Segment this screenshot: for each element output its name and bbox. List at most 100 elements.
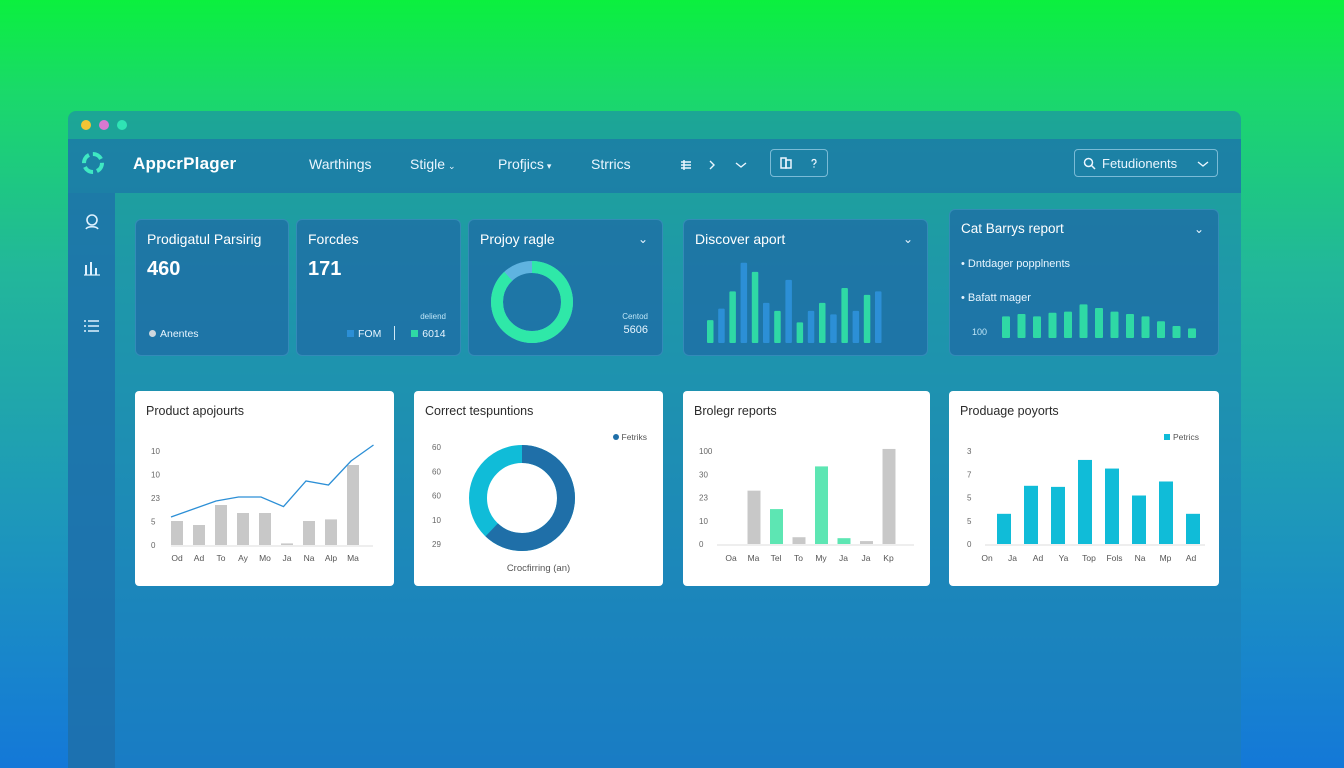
x-tick-label: Ja — [283, 553, 292, 563]
chart-card-produage[interactable]: Produage poyorts Petrics 3 7 5 5 0 On Ja Ad Ya To… — [949, 391, 1219, 586]
produage-bar-chart: 3 7 5 5 0 On Ja Ad Ya Top Fols Na Mp Ad — [967, 447, 1205, 563]
app-window: AppcrPlager Warthings Stigle ⌄ Profjics ▾ … — [68, 111, 1241, 768]
close-dot[interactable] — [117, 120, 127, 130]
report-toolbox[interactable] — [770, 149, 828, 177]
barrys-bar — [1048, 312, 1057, 338]
chevron-down-icon: ▾ — [546, 161, 552, 171]
chart-legend: Fetriks — [612, 432, 647, 442]
discover-bar — [729, 291, 736, 343]
x-tick-label: Ma — [748, 553, 760, 563]
legend-swatch — [411, 330, 419, 337]
kpi-value: 460 — [147, 258, 181, 280]
y-tick-label: 3 — [967, 447, 972, 456]
search-input[interactable]: Fetudionents — [1102, 156, 1178, 171]
chart-bar — [1186, 513, 1200, 544]
app-title: AppcrPlager — [133, 154, 237, 173]
view-controls — [679, 151, 747, 179]
x-tick-label: Na — [304, 553, 315, 563]
chevron-right-icon[interactable] — [707, 160, 717, 170]
zoom-dot[interactable] — [99, 120, 109, 130]
help-icon[interactable] — [809, 158, 819, 168]
chart-bar — [1105, 468, 1119, 544]
discover-bar — [796, 322, 804, 343]
app-logo-icon — [82, 152, 104, 174]
chart-bar — [347, 465, 359, 545]
chart-bar — [997, 513, 1011, 544]
chart-card-correct[interactable]: Correct tespuntions Fetriks 60 60 60 10 29 C… — [414, 391, 663, 586]
kpi-card-barrys[interactable]: Cat Barrys report ⌄ • Dntdager popplnent… — [949, 209, 1219, 356]
minimize-dot[interactable] — [81, 120, 91, 130]
nav-item-warthings[interactable]: Warthings — [309, 156, 372, 172]
y-tick-label: 0 — [151, 541, 156, 550]
chart-bar — [1159, 481, 1173, 544]
nav-item-profjics[interactable]: Profjics ▾ — [498, 156, 552, 172]
y-tick-label: 10 — [432, 516, 441, 525]
chevron-down-icon[interactable]: ⌄ — [637, 232, 648, 246]
legend-dot — [149, 330, 156, 337]
y-tick-label: 7 — [967, 470, 972, 479]
chart-card-brolegr[interactable]: Brolegr reports 100 30 23 10 0 Oa Ma Tel To My Ja J… — [683, 391, 930, 586]
bar-chart-icon[interactable] — [82, 259, 102, 279]
y-tick-label: 5 — [967, 494, 972, 503]
list-item: • Dntdager popplnents — [961, 258, 1071, 270]
legend-label: Anentes — [160, 328, 199, 340]
kpi-card-discover[interactable]: Discover aport ⌄ — [683, 219, 928, 356]
chart-bar — [815, 466, 828, 544]
y-tick-label: 23 — [151, 494, 160, 503]
y-tick-label: 10 — [151, 447, 160, 456]
card-title: Forcdes — [308, 231, 359, 247]
chevron-down-icon[interactable] — [735, 160, 747, 170]
chart-card-product[interactable]: Product apojourts 10 10 23 5 0 Od Ad To Ay Mo Ja Na… — [135, 391, 394, 586]
chevron-down-icon[interactable] — [1197, 159, 1209, 169]
discover-bar-chart — [707, 262, 882, 343]
discover-bar — [852, 310, 860, 343]
chart-bar — [882, 448, 896, 544]
list-icon[interactable] — [82, 316, 102, 336]
discover-bar — [841, 287, 848, 343]
axis-label: 100 — [972, 327, 988, 337]
chart-bar — [770, 509, 783, 544]
chart-bar — [1024, 485, 1038, 544]
kpi-card-forcdes[interactable]: Forcdes 171 deliend FOM 6014 — [296, 219, 461, 356]
x-tick-label: To — [794, 553, 803, 563]
kpi-card-parsing[interactable]: Prodigatul Parsirig 460 Anentes — [135, 219, 289, 356]
x-tick-label: Ja — [1008, 553, 1017, 563]
x-tick-label: Ya — [1059, 553, 1069, 563]
report-icon[interactable] — [779, 156, 793, 170]
discover-bar — [785, 279, 792, 343]
x-tick-label: Kp — [883, 553, 894, 563]
nav-item-strrics[interactable]: Strrics — [591, 156, 631, 172]
chart-bar — [237, 513, 249, 545]
card-title: Correct tespuntions — [425, 404, 534, 418]
chevron-down-icon[interactable]: ⌄ — [1193, 222, 1204, 236]
y-tick-label: 23 — [699, 494, 708, 503]
search-box[interactable]: Fetudionents — [1074, 149, 1218, 177]
filter-icon[interactable] — [679, 158, 693, 172]
kpi-legend: FOM 6014 — [347, 324, 446, 342]
x-tick-label: Ja — [862, 553, 871, 563]
discover-bar — [807, 310, 815, 343]
y-tick-label: 100 — [699, 447, 713, 456]
product-combo-chart: 10 10 23 5 0 Od Ad To Ay Mo Ja Na Alp Ma — [151, 444, 374, 563]
y-tick-label: 0 — [967, 540, 972, 549]
x-tick-label: Od — [171, 553, 183, 563]
x-tick-label: Top — [1082, 553, 1096, 563]
chevron-down-icon[interactable]: ⌄ — [902, 232, 913, 246]
barrys-bar — [1188, 328, 1196, 338]
barrys-bar-chart — [1002, 304, 1196, 338]
chart-bar — [747, 490, 761, 544]
y-tick-label: 10 — [699, 517, 708, 526]
kpi-card-projoy[interactable]: Projoy ragle ⌄ Centod 5606 — [468, 219, 663, 356]
y-tick-label: 29 — [432, 540, 441, 549]
user-icon[interactable] — [82, 212, 102, 232]
chart-bar — [215, 505, 227, 545]
discover-bar — [819, 302, 826, 343]
card-title: Brolegr reports — [694, 404, 777, 418]
x-tick-label: My — [815, 553, 827, 563]
nav-item-stigle[interactable]: Stigle ⌄ — [410, 156, 456, 172]
legend-swatch — [1164, 434, 1171, 440]
x-tick-label: Ma — [347, 553, 359, 563]
x-tick-label: Na — [1135, 553, 1146, 563]
discover-bar — [863, 294, 871, 343]
